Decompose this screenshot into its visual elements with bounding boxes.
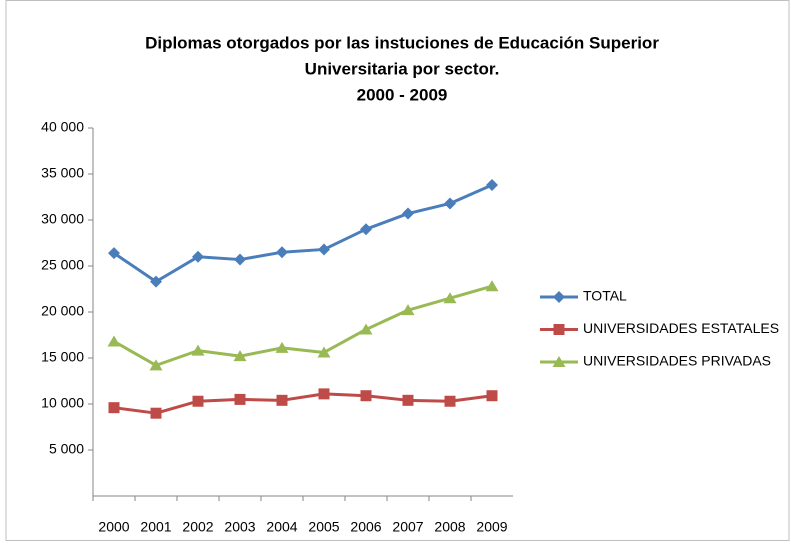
y-tick-label: 25 000: [41, 257, 84, 273]
marker: [444, 395, 456, 407]
y-tick-label: 10 000: [41, 395, 84, 411]
marker: [401, 304, 415, 316]
series-line: [113, 284, 493, 367]
chart-title: 2000 - 2009: [357, 85, 448, 104]
marker: [402, 394, 414, 406]
y-tick-label: 30 000: [41, 211, 84, 227]
y-tick-label: 5 000: [49, 441, 84, 457]
marker: [317, 346, 331, 358]
x-tick-label: 2008: [434, 519, 465, 535]
y-tick-label: 35 000: [41, 165, 84, 181]
marker: [443, 292, 457, 304]
marker: [192, 395, 204, 407]
marker: [360, 390, 372, 402]
legend-label: UNIVERSIDADES PRIVADAS: [583, 353, 771, 369]
marker: [233, 350, 247, 362]
chart-frame: [5, 0, 790, 541]
marker: [486, 179, 498, 192]
marker: [234, 393, 246, 405]
marker: [318, 388, 330, 400]
marker: [275, 341, 289, 353]
series-line: [113, 183, 493, 284]
x-tick-label: 2006: [350, 519, 381, 535]
x-tick-label: 2009: [476, 519, 507, 535]
marker: [485, 280, 499, 292]
x-tick-label: 2000: [98, 519, 129, 535]
x-tick-label: 2001: [140, 519, 171, 535]
marker: [107, 335, 121, 347]
marker: [553, 291, 565, 303]
x-tick-label: 2003: [224, 519, 255, 535]
x-tick-label: 2007: [392, 519, 423, 535]
marker: [191, 344, 205, 356]
chart-title: Universitaria por sector.: [305, 59, 500, 78]
legend-label: UNIVERSIDADES ESTATALES: [583, 320, 779, 336]
y-tick-label: 20 000: [41, 303, 84, 319]
y-tick-label: 40 000: [41, 119, 84, 135]
marker: [192, 250, 204, 263]
marker: [553, 324, 565, 335]
marker: [486, 390, 498, 402]
marker: [234, 253, 246, 266]
x-tick-label: 2002: [182, 519, 213, 535]
marker: [552, 356, 566, 367]
marker: [276, 246, 288, 259]
marker: [444, 197, 456, 210]
marker: [108, 247, 120, 260]
x-tick-label: 2004: [266, 519, 297, 535]
y-tick-label: 15 000: [41, 349, 84, 365]
marker: [276, 394, 288, 406]
marker: [318, 243, 330, 256]
chart-title: Diplomas otorgados por las instuciones d…: [145, 33, 659, 52]
marker: [150, 407, 162, 419]
marker: [402, 207, 414, 220]
marker: [359, 323, 373, 335]
x-tick-label: 2005: [308, 519, 339, 535]
series-line: [113, 392, 493, 415]
marker: [150, 275, 162, 288]
marker: [149, 359, 163, 371]
marker: [360, 223, 372, 236]
legend-label: TOTAL: [583, 288, 627, 304]
marker: [108, 402, 120, 414]
